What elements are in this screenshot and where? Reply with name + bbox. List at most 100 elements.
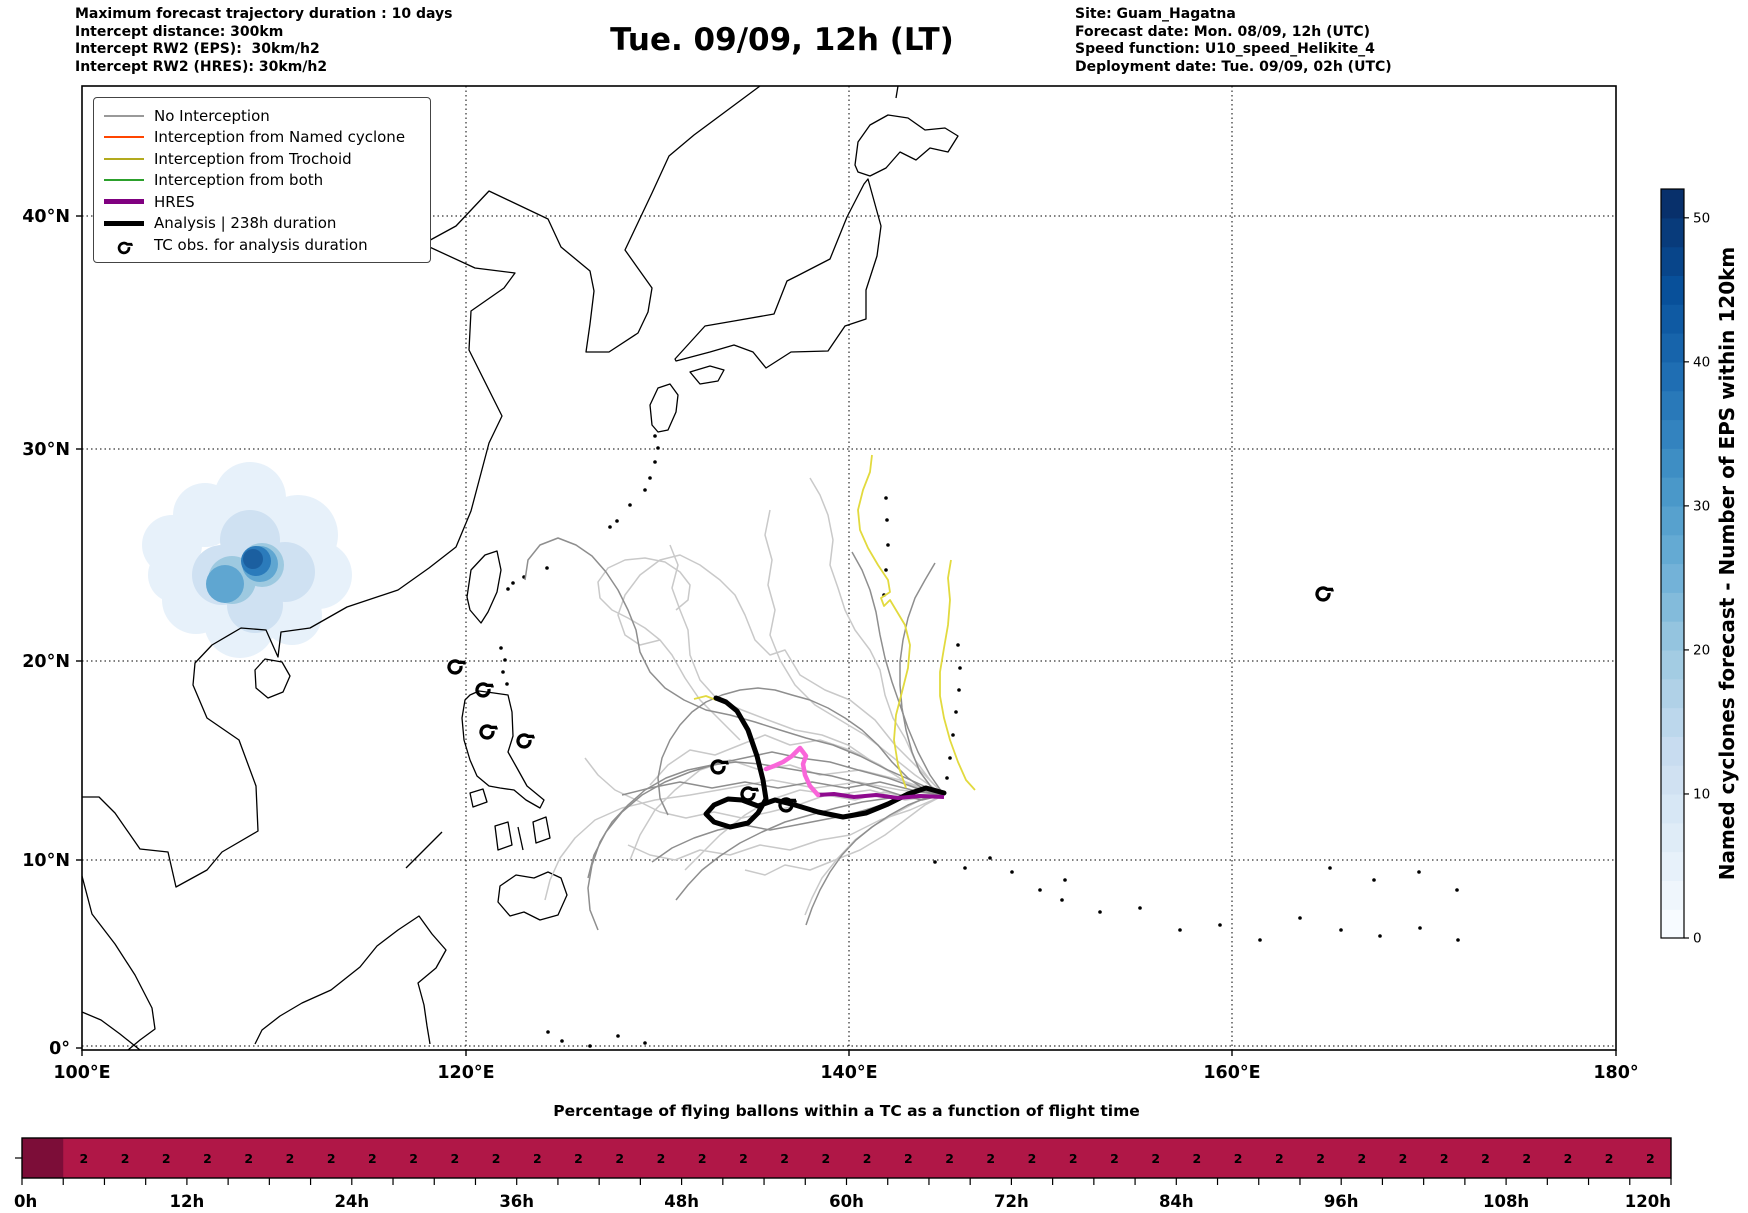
coastline xyxy=(82,85,761,888)
island-dot xyxy=(1038,888,1042,892)
island-coastline xyxy=(854,114,959,177)
legend-item-label: Analysis | 238h duration xyxy=(154,214,337,233)
flight-bar-value-label: 2 xyxy=(1234,1151,1243,1166)
legend-line-swatch xyxy=(102,220,146,226)
tc-obs-marker-icon xyxy=(740,786,760,802)
colorbar-segment xyxy=(1661,736,1684,766)
tc-cyclone-icon xyxy=(102,235,146,255)
flight-time-bar: Percentage of flying ballons within a TC… xyxy=(14,1102,1672,1211)
colorbar-segment xyxy=(1661,880,1684,910)
run-parameters-block: Maximum forecast trajectory duration : 1… xyxy=(75,6,452,76)
island-coastline xyxy=(254,658,291,699)
island-coastline xyxy=(461,690,545,809)
eps-track-no-interception xyxy=(649,734,945,796)
eps-track-no-interception xyxy=(805,794,945,926)
flight-bar-value-label: 2 xyxy=(533,1151,542,1166)
colorbar-segment xyxy=(1661,333,1684,363)
flight-bar-value-label: 2 xyxy=(822,1151,831,1166)
island-dot xyxy=(958,666,962,670)
legend-row: TC obs. for analysis duration xyxy=(102,234,420,256)
island-coastline xyxy=(532,816,551,844)
flight-bar-value-label: 2 xyxy=(1275,1151,1284,1166)
eps-track-no-interception xyxy=(899,562,945,796)
island-dot xyxy=(499,646,503,650)
analysis-track xyxy=(703,695,947,830)
island-coastline xyxy=(649,383,679,433)
colorbar: 0 10 20 30 40 50 Named cyclones forecast - Num… xyxy=(1660,188,1739,947)
colorbar-segment xyxy=(1661,477,1684,507)
flight-bar-value-label: 2 xyxy=(1316,1151,1325,1166)
tc-obs-marker-icon xyxy=(447,659,467,675)
island-dot xyxy=(963,866,967,870)
colorbar-segment xyxy=(1661,621,1684,651)
island-dot xyxy=(1418,926,1422,930)
latitude-tick-label: 20°N xyxy=(22,652,70,672)
island-dot xyxy=(886,543,890,547)
eps-track-no-interception xyxy=(764,509,945,796)
flight-bar-value-label: 2 xyxy=(1069,1151,1078,1166)
longitude-tick-label: 180° xyxy=(1593,1063,1638,1083)
intercept-distance-line: Intercept distance: 300km xyxy=(75,23,284,40)
coastline xyxy=(895,85,899,99)
legend-line xyxy=(104,157,144,160)
colorbar-tick-label: 0 xyxy=(1693,931,1702,947)
speed-function-line: Speed function: U10_speed_Helikite_4 xyxy=(1075,41,1375,57)
colorbar-label: Named cyclones forecast - Number of EPS … xyxy=(1715,247,1739,881)
flight-bar-hour-label: 108h xyxy=(1483,1192,1529,1211)
eps-track-trochoid-interception xyxy=(693,695,717,701)
eps-density-blobs xyxy=(142,462,352,658)
legend-line-swatch xyxy=(102,199,146,205)
island-dot xyxy=(951,733,955,737)
tc-obs-marker-icon xyxy=(479,724,499,740)
eps-track-no-interception xyxy=(597,557,741,741)
flight-bar-value-label: 2 xyxy=(451,1151,460,1166)
trajectory-tracks xyxy=(524,454,976,931)
island-coastline xyxy=(689,365,725,385)
forecast-date-line: Forecast date: Mon. 08/09, 12h (UTC) xyxy=(1075,23,1371,40)
hres-track xyxy=(817,792,945,800)
island-dot xyxy=(1456,938,1460,942)
legend-row: HRES xyxy=(102,191,420,213)
flight-bar-value-label: 2 xyxy=(574,1151,583,1166)
island-dot xyxy=(616,1034,620,1038)
colorbar-segment xyxy=(1661,419,1684,449)
latitude-tick-label: 40°N xyxy=(22,207,70,227)
flight-bar-value-label: 2 xyxy=(739,1151,748,1166)
flight-bar-value-label: 2 xyxy=(79,1151,88,1166)
eps-track-no-interception xyxy=(744,794,945,876)
eps-density-blob xyxy=(148,547,204,603)
map-axis-labels: 100°E 120°E 140°E 160°E 180° 0° 10°N 20°N 30°N 40… xyxy=(22,207,1638,1083)
island-dot xyxy=(1339,928,1343,932)
island-dot xyxy=(643,488,647,492)
island-dot xyxy=(588,1044,592,1048)
island-dot xyxy=(648,476,652,480)
island-dot xyxy=(948,756,952,760)
flight-bar-value-label: 2 xyxy=(780,1151,789,1166)
map-gridlines xyxy=(82,86,1616,1050)
legend-line-swatch xyxy=(102,157,146,160)
island-dot xyxy=(1328,866,1332,870)
colorbar-segment xyxy=(1661,909,1684,939)
colorbar-segment xyxy=(1661,678,1684,709)
island-dot xyxy=(545,566,549,570)
flight-bar-value-label: 2 xyxy=(1110,1151,1119,1166)
flight-bar-value-label: 2 xyxy=(327,1151,336,1166)
page-title: Tue. 09/09, 12h (LT) xyxy=(610,22,954,58)
flight-bar-value-label: 2 xyxy=(657,1151,666,1166)
island-dot xyxy=(954,710,958,714)
flight-bar-value-label: 2 xyxy=(1646,1151,1655,1166)
flight-bar-hour-label: 96h xyxy=(1324,1192,1359,1211)
island-dot xyxy=(1060,898,1064,902)
flight-bar-hour-label: 120h xyxy=(1625,1192,1671,1211)
colorbar-segment xyxy=(1661,822,1684,853)
island-dot xyxy=(945,776,949,780)
longitude-tick-label: 140°E xyxy=(820,1063,877,1083)
legend-line xyxy=(104,179,144,182)
longitude-tick-label: 160°E xyxy=(1203,1063,1260,1083)
island-dot xyxy=(501,670,505,674)
legend-row: Interception from both xyxy=(102,170,420,192)
eps-track-no-interception xyxy=(657,687,945,816)
flight-bar-value-label: 2 xyxy=(121,1151,130,1166)
island-dot xyxy=(956,643,960,647)
